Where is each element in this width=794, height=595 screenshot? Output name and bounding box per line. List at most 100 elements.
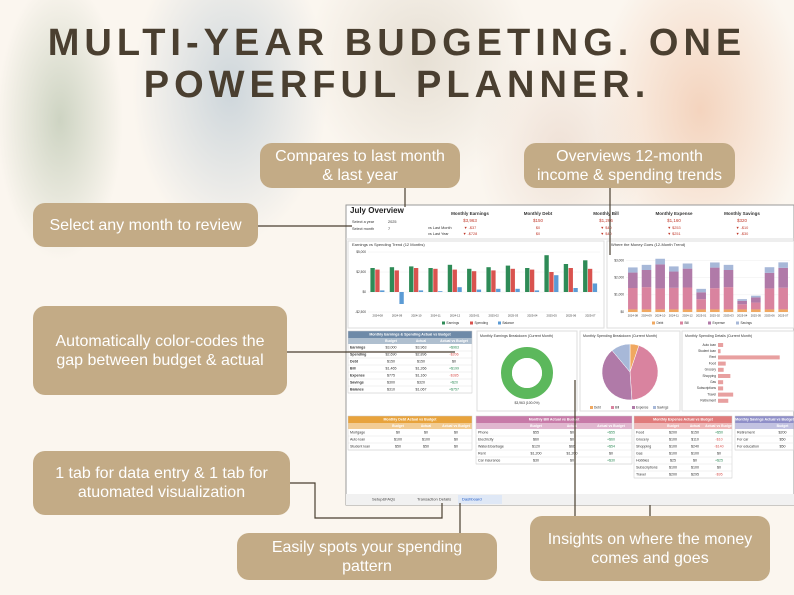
- bar: [718, 374, 731, 378]
- label: $3,963: [416, 345, 427, 349]
- bar-segment: [778, 267, 788, 288]
- bar: [389, 267, 395, 292]
- label: $0: [362, 290, 366, 294]
- bar-segment: [696, 309, 706, 312]
- label: +$30: [607, 458, 615, 462]
- label: Student loan: [698, 349, 716, 353]
- label: +$50: [715, 430, 723, 434]
- tab-bar: [346, 494, 794, 505]
- label[interactable]: Transaction Details: [417, 497, 451, 502]
- table-header-bg: [348, 423, 472, 429]
- table-frame: [734, 415, 794, 451]
- label: +$199: [449, 366, 459, 370]
- label: +$757: [449, 387, 459, 391]
- label: $0: [396, 430, 400, 434]
- bar: [718, 361, 726, 366]
- label: $0: [454, 430, 458, 434]
- bar-segment: [628, 309, 638, 312]
- label: $0: [536, 226, 540, 230]
- legend-swatch: [498, 321, 501, 325]
- callout: 1 tab for data entry & 1 tab for atuomat…: [33, 451, 290, 515]
- label: Actual: [567, 424, 577, 428]
- bar-segment: [723, 270, 734, 288]
- bar: [476, 289, 482, 292]
- label: 2024-10: [411, 314, 422, 318]
- label: 2024-09: [641, 314, 652, 318]
- label: 2024-08: [373, 314, 384, 318]
- label: $110: [691, 437, 699, 441]
- label: 2024-11: [431, 314, 442, 318]
- bar-segment: [669, 309, 679, 312]
- bar-segment: [710, 288, 720, 310]
- label: Monthly Earnings & Spending Actual vs Bu…: [369, 332, 451, 336]
- label: $320: [737, 218, 748, 223]
- bar-segment: [737, 299, 747, 301]
- label: Expense: [636, 405, 649, 409]
- label: Car insurance: [478, 458, 500, 462]
- bar: [452, 269, 457, 292]
- label: $3,963: [463, 218, 477, 223]
- callout: Automatically color-codes the gap betwee…: [33, 306, 287, 395]
- bar: [583, 260, 588, 292]
- label: $50: [423, 444, 429, 448]
- label: 2025-01: [696, 314, 707, 318]
- bar: [505, 265, 511, 292]
- bar-segment: [655, 258, 665, 265]
- label: Phone: [478, 430, 488, 434]
- label: $50: [395, 444, 401, 448]
- label: Travel: [707, 392, 716, 396]
- label: $150: [387, 359, 395, 363]
- label: Savings: [741, 321, 753, 325]
- headline-line: MULTI-YEAR BUDGETING. ONE: [48, 22, 747, 64]
- chart-box: [606, 240, 794, 329]
- bar-segment: [696, 299, 706, 310]
- label: -$10: [715, 437, 722, 441]
- bar-segment: [778, 309, 788, 312]
- label: $1,465: [386, 366, 397, 370]
- label[interactable]: Dashboard: [462, 497, 482, 502]
- bar: [409, 266, 414, 292]
- bar-segment: [655, 264, 665, 289]
- label: $25: [670, 458, 676, 462]
- label: Actual vs Budget: [440, 339, 469, 343]
- bar-segment: [751, 297, 761, 303]
- bar: [413, 268, 419, 292]
- bar: [438, 291, 443, 292]
- bar: [433, 268, 438, 292]
- bar: [491, 270, 496, 292]
- bar-segment: [682, 263, 693, 269]
- label: $0: [454, 437, 458, 441]
- label: Grocery: [636, 437, 649, 441]
- label: $240: [691, 444, 699, 448]
- label: Monthly Savings Actual vs Budget: [735, 417, 794, 421]
- label: +$20: [450, 380, 458, 384]
- table-header-bg: [735, 423, 794, 429]
- label: Retirement: [737, 430, 755, 434]
- label: $100: [691, 451, 699, 455]
- label: Monthly Spending Details (Current Month): [685, 334, 752, 338]
- label: 2024-08: [628, 314, 639, 318]
- label: Monthly Bill Actual vs Budget: [529, 417, 580, 421]
- label: -$2,500: [355, 310, 366, 314]
- bar-segment: [778, 287, 788, 310]
- label[interactable]: Setup&FAQs: [372, 497, 395, 502]
- slice: [501, 347, 553, 399]
- label: Retirement: [700, 399, 716, 403]
- bar-segment: [696, 288, 706, 293]
- label: $1,266: [599, 218, 613, 223]
- bar: [457, 287, 462, 292]
- bar: [515, 288, 520, 292]
- slice: [611, 343, 631, 373]
- table-frame: [475, 415, 633, 465]
- label: $120: [532, 444, 540, 448]
- bar-segment: [723, 287, 734, 310]
- label: $0: [536, 232, 540, 236]
- legend-swatch: [736, 321, 739, 325]
- active-tab: [458, 495, 502, 504]
- label: $50: [780, 444, 786, 448]
- label: vs Last Year: [428, 232, 449, 236]
- label: 2024-12: [450, 314, 461, 318]
- table-frame: [347, 330, 473, 394]
- bar-segment: [641, 264, 652, 270]
- label: Savings: [657, 405, 669, 409]
